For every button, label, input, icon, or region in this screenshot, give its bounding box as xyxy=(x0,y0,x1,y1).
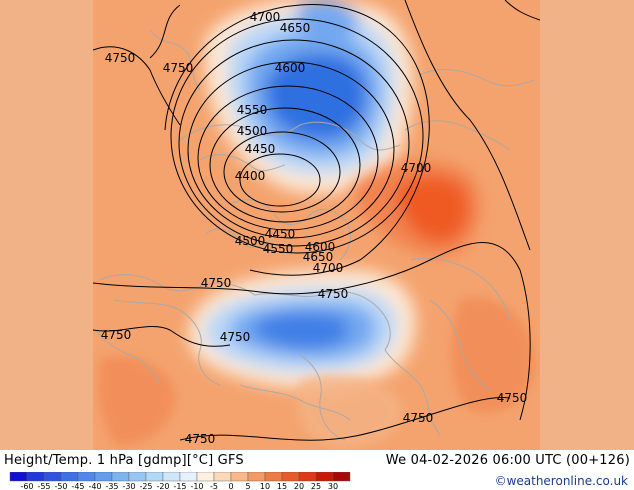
colorbar-swatch xyxy=(315,472,334,482)
colorbar-swatch xyxy=(281,472,300,482)
colorbar-swatch xyxy=(43,472,62,482)
colorbar-label: -60 xyxy=(20,482,33,490)
colorbar-label: -35 xyxy=(105,482,118,490)
map-title: Height/Temp. 1 hPa [gdmp][°C] GFS xyxy=(4,453,244,468)
colorbar-label: -10 xyxy=(190,482,203,490)
colorbar-label: -20 xyxy=(156,482,169,490)
contour-label: 4700 xyxy=(250,10,281,24)
colorbar-label: -50 xyxy=(54,482,67,490)
contour-label: 4700 xyxy=(313,261,344,275)
contour-label: 4750 xyxy=(163,61,194,75)
colorbar-swatch xyxy=(213,472,232,482)
colorbar-swatch xyxy=(9,472,28,482)
colorbar-label: -55 xyxy=(37,482,50,490)
coastlines xyxy=(94,29,536,441)
colorbar-label: 5 xyxy=(245,482,250,490)
contour-label: 4450 xyxy=(245,142,276,156)
colorbar-swatch xyxy=(247,472,266,482)
colorbar-swatch xyxy=(179,472,198,482)
contour-label: 4750 xyxy=(101,328,132,342)
contour-label: 4650 xyxy=(303,250,334,264)
contour-label: 4750 xyxy=(185,432,216,446)
left-side-fill xyxy=(0,0,93,450)
contour-label: 4700 xyxy=(401,161,432,175)
colorbar-swatch xyxy=(264,472,283,482)
colorbar-label: 0 xyxy=(228,482,233,490)
contour-label: 4500 xyxy=(237,124,268,138)
contour-label: 4550 xyxy=(263,242,294,256)
colorbar-label: -30 xyxy=(122,482,135,490)
colorbar-swatch xyxy=(94,472,113,482)
credit-link[interactable]: ©weatheronline.co.uk xyxy=(494,474,628,488)
colorbar-swatch xyxy=(230,472,249,482)
contour-label: 4500 xyxy=(235,234,266,248)
colorbar-label: 20 xyxy=(294,482,304,490)
contour-label: 4750 xyxy=(105,51,136,65)
contour-label: 4600 xyxy=(275,61,306,75)
valid-time: We 04-02-2026 06:00 UTC (00+126) xyxy=(385,453,630,468)
colorbar-label: 15 xyxy=(277,482,287,490)
contour-label: 4400 xyxy=(235,169,266,183)
colorbar-swatch xyxy=(26,472,45,482)
colorbar-swatch xyxy=(60,472,79,482)
right-side-fill xyxy=(540,0,634,450)
contour-label: 4750 xyxy=(318,287,349,301)
height-contours xyxy=(93,0,540,441)
colorbar-swatch xyxy=(332,472,351,482)
contour-label: 4550 xyxy=(237,103,268,117)
weather-map: 4750 4750 4700 4650 4600 4550 4500 4450 … xyxy=(0,0,634,450)
colorbar-label: 10 xyxy=(260,482,270,490)
contour-label: 4450 xyxy=(265,227,296,241)
colorbar-label: -40 xyxy=(88,482,101,490)
temperature-field: 4750 4750 4700 4650 4600 4550 4500 4450 … xyxy=(93,0,540,450)
colorbar-swatch xyxy=(145,472,164,482)
contour-label: 4750 xyxy=(497,391,528,405)
colorbar-label: -45 xyxy=(71,482,84,490)
contour-label: 4750 xyxy=(220,330,251,344)
colorbar-label: -15 xyxy=(173,482,186,490)
colorbar-label: -25 xyxy=(139,482,152,490)
colorbar-swatch xyxy=(298,472,317,482)
colorbar: -60 -55 -50 -45 -40 -35 -30 -25 -20 -15 -10 -5 0 5 10 1… xyxy=(9,472,351,490)
colorbar-swatch xyxy=(77,472,96,482)
contour-label: 4750 xyxy=(201,276,232,290)
contour-labels: 4750 4750 4700 4650 4600 4550 4500 4450 … xyxy=(101,10,528,446)
colorbar-swatch xyxy=(162,472,181,482)
colorbar-label: 25 xyxy=(311,482,321,490)
colorbar-label: 30 xyxy=(328,482,338,490)
colorbar-swatch xyxy=(196,472,215,482)
contour-label: 4600 xyxy=(305,240,336,254)
colorbar-swatch xyxy=(111,472,130,482)
colorbar-label: -5 xyxy=(210,482,218,490)
footer: Height/Temp. 1 hPa [gdmp][°C] GFS We 04-… xyxy=(0,450,634,490)
contour-label: 4750 xyxy=(403,411,434,425)
colorbar-swatch xyxy=(128,472,147,482)
contour-label: 4650 xyxy=(280,21,311,35)
